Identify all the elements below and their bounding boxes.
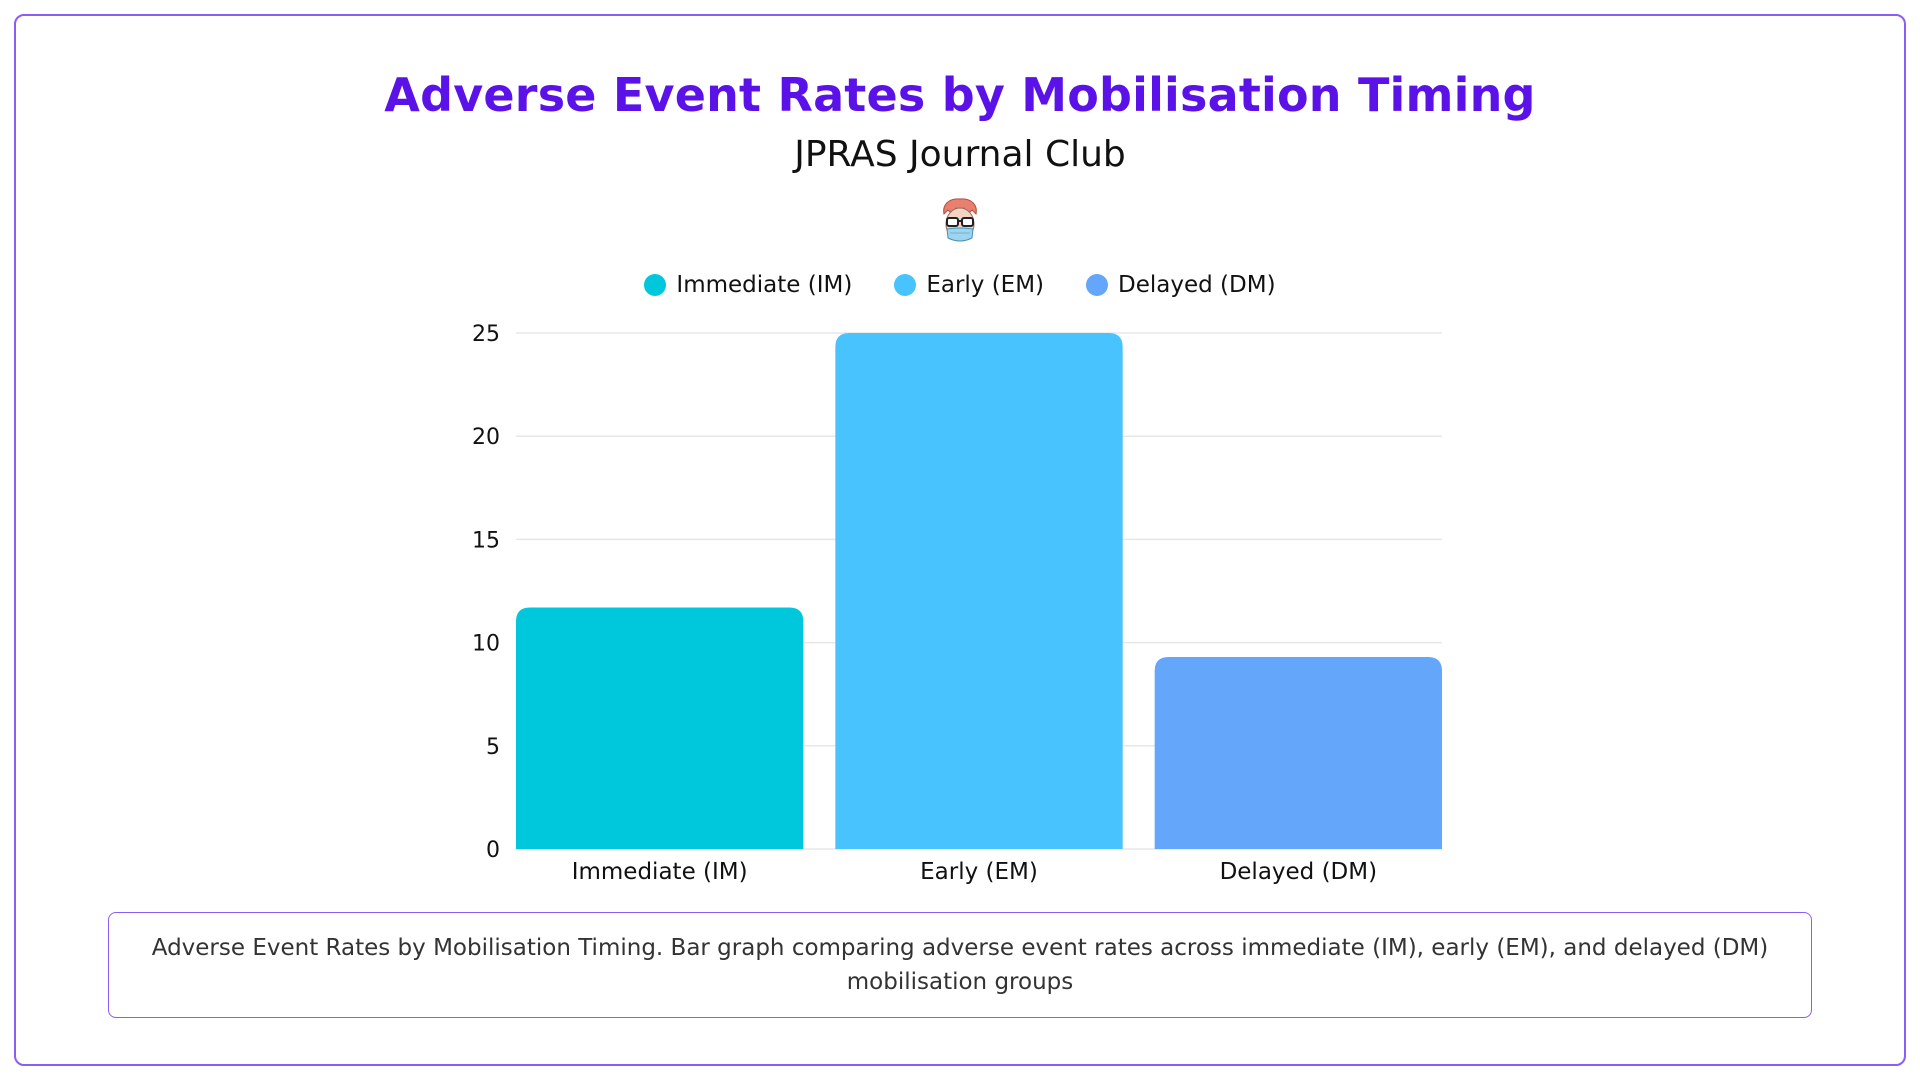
legend-label-delayed: Delayed (DM)	[1118, 272, 1276, 298]
y-tick-label: 0	[486, 838, 500, 863]
x-tick-label: Immediate (IM)	[572, 859, 748, 885]
legend-item-delayed: Delayed (DM)	[1086, 272, 1276, 298]
y-tick-label: 10	[472, 632, 500, 657]
chart-subtitle: JPRAS Journal Club	[794, 134, 1126, 175]
legend-swatch-delayed	[1086, 274, 1109, 296]
x-tick-label: Early (EM)	[920, 859, 1038, 885]
y-tick-label: 25	[472, 322, 500, 347]
chart-caption-box: Adverse Event Rates by Mobilisation Timi…	[108, 912, 1812, 1018]
legend-item-early: Early (EM)	[894, 272, 1044, 298]
y-tick-label: 20	[472, 425, 500, 450]
bar-chart: 0 5 10 15 20 25 Immediate (IM) Early (EM) Delaye…	[472, 322, 1442, 885]
legend-swatch-immediate	[644, 274, 667, 296]
chart-legend: Immediate (IM) Early (EM) Delayed (DM)	[0, 272, 1920, 298]
legend-label-early: Early (EM)	[926, 272, 1045, 298]
chart-caption: Adverse Event Rates by Mobilisation Timi…	[151, 935, 1769, 995]
doctor-avatar-icon	[943, 198, 977, 242]
x-tick-label: Delayed (DM)	[1220, 859, 1378, 885]
y-tick-label: 5	[486, 735, 500, 760]
legend-swatch-early	[894, 274, 917, 296]
bar-early	[835, 333, 1123, 849]
legend-label-immediate: Immediate (IM)	[676, 272, 853, 298]
bar-immediate	[516, 607, 804, 849]
legend-item-immediate: Immediate (IM)	[644, 272, 852, 298]
chart-title: Adverse Event Rates by Mobilisation Timi…	[384, 68, 1536, 122]
bar-delayed	[1154, 657, 1442, 849]
y-tick-label: 15	[472, 528, 500, 553]
